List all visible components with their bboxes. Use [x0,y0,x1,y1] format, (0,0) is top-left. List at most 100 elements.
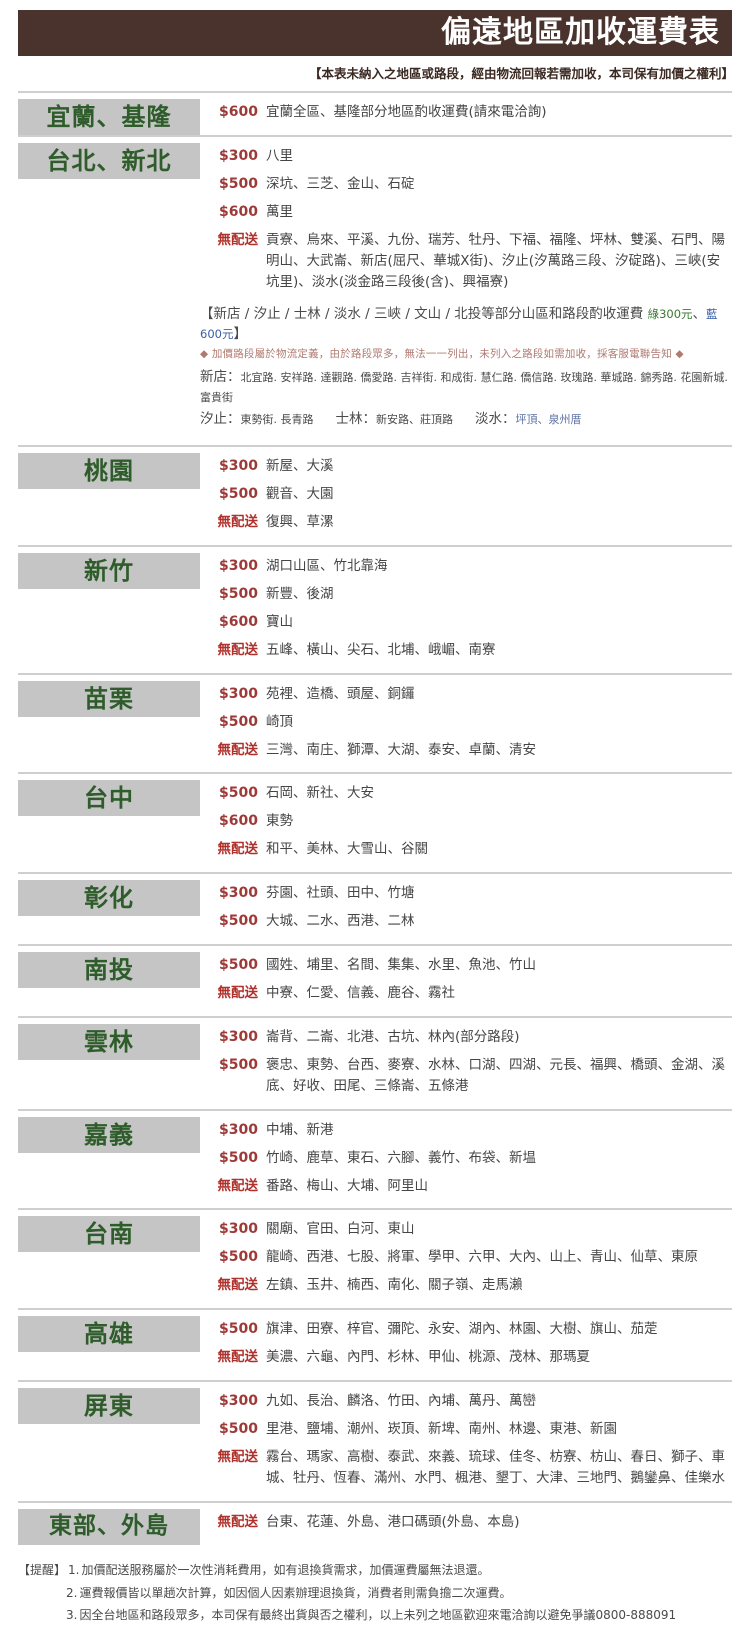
fee-amount: $500 [219,175,258,192]
region-label: 新竹 [18,552,200,589]
region-label: 桃園 [18,453,200,490]
fee-amount: $600 [219,203,258,220]
region-label: 南投 [18,952,200,989]
fee-line: $300 苑裡、造橋、頭屋、銅鑼 [200,684,728,705]
region-label: 台南 [18,1216,200,1253]
fee-areas: 新屋、大溪 [266,458,334,475]
detail-cell: 無配送 台東、花蓮、外島、港口碼頭(外島、本島) [200,1503,732,1545]
table-row: 東部、外島 無配送 台東、花蓮、外島、港口碼頭(外島、本島) [18,1500,732,1545]
footer-note-text: 運費報價皆以單趟次計算，如因個人因素辦理退換貨，消費者則需負擔二次運費。 [79,1585,512,1600]
fee-areas: 苑裡、造橋、頭屋、銅鑼 [266,685,415,702]
note-shilin-label: 士林： [335,411,377,428]
detail-cell: $500 旗津、田寮、梓官、彌陀、永安、湖內、林園、大樹、旗山、茄萣 無配送 美… [200,1310,732,1380]
footer-notes: 【提醒】 1. 加價配送服務屬於一次性消耗費用，如有退換貨需求，加價運費屬無法退… [18,1559,732,1627]
fee-areas: 和平、美林、大雪山、谷關 [266,841,428,858]
fee-amount: 無配送 [217,641,259,658]
table-row: 台南 $300 關廟、官田、白河、東山 $500 龍崎、西港、七股、將軍、學甲、… [18,1208,732,1308]
fee-areas: 國姓、埔里、名間、集集、水里、魚池、竹山 [266,957,536,974]
region-label: 嘉義 [18,1116,200,1153]
fee-line: $300 崙背、二崙、北港、古坑、林內(部分路段) [200,1027,728,1048]
fee-line: $300 湖口山區、竹北靠海 [200,556,728,577]
fee-areas: 復興、草漯 [266,514,334,531]
footer-note-number: 2. [66,1585,78,1600]
page-title: 偏遠地區加收運費表 [441,15,720,50]
table-row: 宜蘭、基隆 $600 宜蘭全區、基隆部分地區酌收運費(請來電洽詢) [18,93,732,135]
note-green-price: 綠300元 [647,306,693,321]
fee-amount: $300 [219,1393,258,1410]
footer-note-2: 2. 運費報價皆以單趟次計算，如因個人因素辦理退換貨，消費者則需負擔二次運費。 [18,1582,732,1605]
fee-amount: 無配送 [217,1349,259,1366]
region-cell: 台北、新北 [18,137,200,179]
fee-amount: 無配送 [217,984,259,1001]
region-cell: 高雄 [18,1310,200,1353]
fee-areas: 深坑、三芝、金山、石碇 [266,175,415,192]
note-xindian-value: 北宜路. 安祥路. 達觀路. 僑愛路. 吉祥街. 和成街. 慧仁路. 僑信路. … [200,370,728,404]
table-row: 苗栗 $300 苑裡、造橋、頭屋、銅鑼 $500 崎頂 無配送 三灣、南庄、獅潭… [18,672,732,773]
taipei-notes: 【新店 / 汐止 / 士林 / 淡水 / 三峽 / 文山 / 北投等部分山區和路… [200,300,728,436]
fee-line: $600 寶山 [200,612,728,633]
fee-line: 無配送 霧台、瑪家、高樹、泰武、來義、琉球、佳冬、枋寮、枋山、春日、獅子、車城、… [200,1447,728,1489]
fee-areas: 崙背、二崙、北港、古坑、林內(部分路段) [266,1028,520,1045]
note-bracket-post: 】 [233,325,247,342]
region-cell: 宜蘭、基隆 [18,93,200,135]
footer-note-number: 3. [66,1608,78,1623]
page-subtitle: 【本表未納入之地區或路段，經由物流回報若需加收，本司保有加價之權利】 [308,66,734,81]
fee-areas: 觀音、大園 [266,486,334,503]
table-row: 台中 $500 石岡、新社、大安 $600 東勢 無配送 和平、美林、大雪山、谷… [18,772,732,872]
region-label: 東部、外島 [18,1508,200,1545]
fee-line: 無配送 復興、草漯 [200,512,728,533]
fee-line: $500 里港、鹽埔、潮州、崁頂、新埤、南州、林邊、東港、新園 [200,1419,728,1440]
fee-line: $600 萬里 [200,202,728,223]
fee-amount: $300 [219,1221,258,1238]
note-blue-price: 藍600元 [200,306,718,341]
footer-lead-label: 【提醒】 [18,1562,67,1577]
fee-amount: $300 [219,148,258,164]
fee-amount: $500 [219,1149,258,1166]
fee-line: $600 宜蘭全區、基隆部分地區酌收運費(請來電洽詢) [200,102,728,123]
fee-line: $500 龍崎、西港、七股、將軍、學甲、六甲、大內、山上、青山、仙草、東原 [200,1247,728,1268]
table-row: 屏東 $300 九如、長治、麟洛、竹田、內埔、萬丹、萬巒 $500 里港、鹽埔、… [18,1380,732,1501]
table-row: 南投 $500 國姓、埔里、名間、集集、水里、魚池、竹山 無配送 中寮、仁愛、信… [18,944,732,1016]
footer-note-number: 1. [68,1562,80,1577]
fee-amount: $300 [219,885,258,902]
fee-line: $500 崎頂 [200,712,728,733]
note-sep: 、 [692,305,707,322]
fee-line: $500 新豐、後湖 [200,584,728,605]
region-label: 雲林 [18,1023,200,1060]
note-xindian: 新店：北宜路. 安祥路. 達觀路. 僑愛路. 吉祥街. 和成街. 慧仁路. 僑信… [200,367,728,407]
table-row: 桃園 $300 新屋、大溪 $500 觀音、大園 無配送 復興、草漯 [18,445,732,545]
fee-areas: 東勢 [266,813,293,830]
fee-line: $500 石岡、新社、大安 [200,783,728,804]
region-cell: 東部、外島 [18,1503,200,1545]
fee-line: $500 竹崎、鹿草、東石、六腳、義竹、布袋、新塭 [200,1148,728,1169]
region-label: 宜蘭、基隆 [18,99,200,135]
region-cell: 嘉義 [18,1111,200,1153]
note-xindian-label: 新店： [200,368,241,385]
fee-amount: $500 [219,486,258,503]
detail-cell: $300 關廟、官田、白河、東山 $500 龍崎、西港、七股、將軍、學甲、六甲、… [200,1210,732,1308]
fee-line: 無配送 左鎮、玉井、楠西、南化、關子嶺、走馬瀨 [200,1275,728,1296]
shipping-fee-table-page: 偏遠地區加收運費表 【本表未納入之地區或路段，經由物流回報若需加收，本司保有加價… [0,10,750,1622]
fee-areas: 九如、長治、麟洛、竹田、內埔、萬丹、萬巒 [266,1393,536,1410]
fee-areas: 龍崎、西港、七股、將軍、學甲、六甲、大內、山上、青山、仙草、東原 [266,1249,698,1266]
note-xizhi-value: 東勢街. 長青路 [240,413,314,427]
table-row: 台北、新北 $300 八里 $500 深坑、三芝、金山、石碇 $600 萬里 無… [18,135,732,445]
fee-amount: 無配送 [217,1448,259,1465]
fee-areas: 芬園、社頭、田中、竹塘 [266,885,415,902]
fee-line: $600 東勢 [200,811,728,832]
fee-areas: 褒忠、東勢、台西、麥寮、水林、口湖、四湖、元長、福興、橋頭、金湖、溪底、好收、田… [266,1056,725,1094]
fee-amount: 無配送 [217,741,259,758]
fee-line: 無配送 三灣、南庄、獅潭、大湖、泰安、卓蘭、清安 [200,740,728,761]
fee-areas: 崎頂 [266,713,293,730]
fee-areas: 左鎮、玉井、楠西、南化、關子嶺、走馬瀨 [266,1277,523,1294]
fee-areas: 三灣、南庄、獅潭、大湖、泰安、卓蘭、清安 [266,741,536,758]
fee-areas: 大城、二水、西港、二林 [266,913,415,930]
fee-areas: 萬里 [266,203,293,220]
table-row: 高雄 $500 旗津、田寮、梓官、彌陀、永安、湖內、林園、大樹、旗山、茄萣 無配… [18,1308,732,1380]
region-cell: 屏東 [18,1382,200,1425]
fee-areas: 石岡、新社、大安 [266,785,374,802]
region-label: 台中 [18,780,200,817]
fee-areas: 台東、花蓮、外島、港口碼頭(外島、本島) [266,1513,520,1530]
region-label: 台北、新北 [18,143,200,179]
fee-areas: 番路、梅山、大埔、阿里山 [266,1177,428,1194]
